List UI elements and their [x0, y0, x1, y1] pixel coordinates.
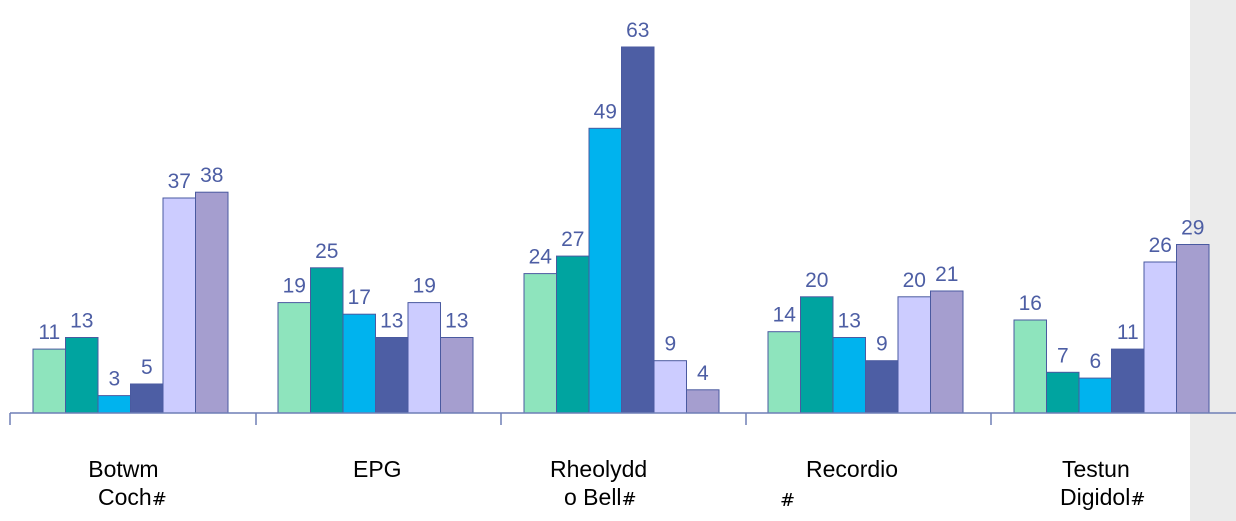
value-label: 3	[108, 368, 120, 391]
category-label-epg: EPG	[353, 455, 402, 483]
category-label-line: Botwm	[88, 456, 159, 482]
bar	[523, 273, 557, 414]
category-label-line: EPG	[353, 456, 402, 482]
bar	[1111, 348, 1145, 414]
category-label-line: Digidol#	[1060, 484, 1146, 510]
bar	[162, 197, 196, 414]
bar	[1176, 244, 1210, 414]
value-label: 11	[38, 321, 60, 344]
bar	[342, 313, 376, 414]
value-label: 4	[697, 362, 709, 385]
bar	[767, 331, 801, 414]
value-label: 27	[561, 228, 584, 251]
bar	[407, 302, 441, 414]
value-label: 9	[664, 333, 676, 356]
hash-mark: #	[1130, 489, 1146, 510]
value-label: 24	[529, 246, 553, 269]
value-label: 11	[1117, 321, 1139, 344]
bar	[1013, 319, 1047, 414]
category-label-recordio: Recordio #	[780, 455, 898, 515]
bar	[653, 360, 687, 414]
bar	[556, 255, 590, 414]
value-label: 19	[413, 275, 436, 298]
bar	[375, 337, 409, 414]
bar	[832, 337, 866, 414]
hash-mark: #	[621, 489, 637, 510]
bar	[865, 360, 899, 414]
value-label: 26	[1149, 234, 1172, 257]
category-label-line: Coch#	[98, 484, 167, 510]
bars-group	[32, 46, 1210, 414]
value-label: 20	[805, 269, 828, 292]
value-label: 13	[70, 310, 93, 333]
value-label: 5	[141, 356, 153, 379]
value-label: 13	[445, 310, 468, 333]
hash-mark: #	[780, 490, 796, 511]
category-label-testun-digidol: Testun Digidol#	[1060, 455, 1145, 514]
value-label: 17	[348, 286, 371, 309]
bar	[310, 267, 344, 414]
category-label-rheolydd-o-bell: Rheolydd o Bell#	[550, 455, 647, 514]
bar	[1078, 377, 1112, 414]
value-label: 7	[1057, 344, 1069, 367]
value-label: 13	[838, 310, 861, 333]
bar	[800, 296, 834, 414]
value-label: 20	[903, 269, 926, 292]
value-label: 49	[594, 100, 617, 123]
bar	[621, 46, 655, 414]
value-label: 21	[935, 263, 958, 286]
bar	[277, 302, 311, 414]
bar	[65, 337, 99, 414]
value-label: 25	[315, 240, 338, 263]
bar	[130, 383, 164, 414]
bar	[97, 395, 131, 414]
hash-mark: #	[151, 489, 167, 510]
value-label: 29	[1181, 217, 1204, 240]
bar	[1046, 371, 1080, 414]
category-label-line: Testun	[1062, 456, 1130, 482]
category-label-line: o Bell#	[564, 484, 637, 510]
category-label-botwm-coch: Botwm Coch#	[80, 455, 167, 514]
bar	[686, 389, 720, 414]
value-label: 38	[200, 164, 223, 187]
bar	[897, 296, 931, 414]
value-label: 63	[626, 19, 649, 42]
bar	[588, 127, 622, 414]
x-axis	[9, 412, 1236, 425]
bar	[930, 290, 964, 414]
bar	[440, 337, 474, 414]
value-label: 13	[380, 310, 403, 333]
bar	[32, 348, 66, 414]
bar	[195, 191, 229, 414]
value-label: 37	[168, 170, 191, 193]
value-label: 6	[1089, 350, 1101, 373]
bar	[1143, 261, 1177, 414]
value-label: 9	[876, 333, 888, 356]
value-label: 14	[773, 304, 797, 327]
category-label-line: Recordio	[806, 456, 899, 482]
category-label-line: Rheolydd	[550, 456, 648, 482]
value-label: 19	[283, 275, 306, 298]
value-label: 16	[1019, 292, 1042, 315]
